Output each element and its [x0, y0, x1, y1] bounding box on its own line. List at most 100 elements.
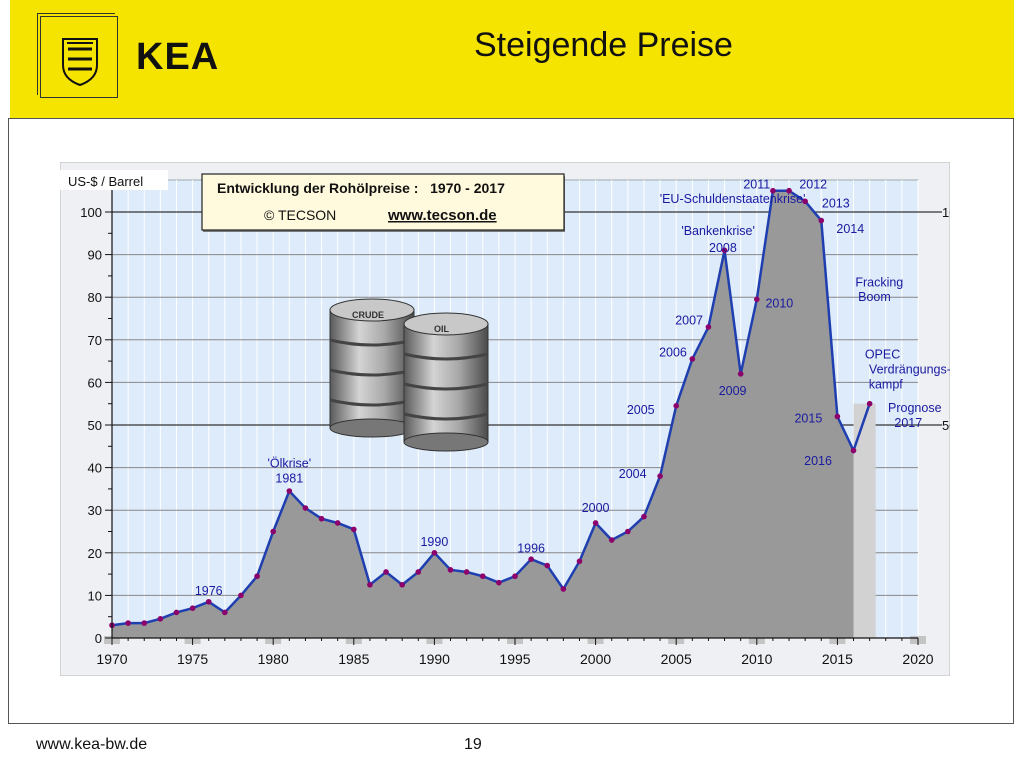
y-tick-label: 50 — [88, 418, 102, 433]
data-point — [479, 573, 486, 580]
annotation-label: 2011 — [743, 177, 770, 191]
data-point — [673, 403, 679, 409]
annotation-label: 2012 — [799, 177, 827, 191]
crude-barrel: CRUDE — [329, 298, 415, 438]
data-point — [657, 473, 663, 479]
x-tick-label: 1995 — [499, 651, 530, 667]
data-point — [351, 526, 357, 533]
y-tick-label: 0 — [95, 631, 102, 646]
annotation-label: Fracking — [855, 275, 903, 289]
right-tick-label: 50 — [942, 418, 950, 433]
x-tick-label: 1975 — [177, 651, 208, 667]
oil-barrels-image: CRUDE OIL — [329, 298, 489, 452]
annotation-label: 1990 — [420, 535, 448, 549]
data-point — [189, 605, 196, 611]
ylabel-box — [60, 170, 168, 190]
annotation-label: 2017 — [894, 416, 922, 430]
y-tick-label: 80 — [88, 290, 102, 305]
x-tick-label: 1970 — [96, 651, 127, 667]
annotations: 'Ölkrise'1981 1976 1990 1996 2000 2004 2005 200… — [195, 177, 950, 598]
data-point — [222, 609, 228, 616]
data-point — [608, 537, 615, 543]
data-point — [834, 413, 841, 420]
footer-url: www.kea-bw.de — [36, 736, 148, 753]
data-markers — [109, 187, 873, 629]
axes: 0 10 20 30 40 50 60 70 80 90 100 50 100 1970 1975 1980 1… — [80, 180, 950, 667]
header-bar — [10, 0, 1014, 118]
price-area — [112, 190, 870, 638]
annotation-label: 2016 — [804, 454, 832, 468]
crude-label: CRUDE — [352, 310, 384, 320]
y-axis-label: US-$ / Barrel — [68, 174, 143, 189]
y-tick-label: 100 — [80, 205, 102, 220]
data-point — [786, 187, 792, 194]
data-point — [737, 371, 744, 377]
data-point — [576, 558, 583, 565]
x-tick-label: 2020 — [902, 651, 933, 667]
annotation-label: 2013 — [822, 196, 850, 210]
x-tick-label: 2010 — [741, 651, 772, 667]
annotation-label: 2014 — [836, 222, 864, 236]
data-point — [125, 620, 131, 626]
data-point — [173, 609, 180, 616]
y-tick-label: 70 — [88, 333, 102, 348]
slide-title: Steigende Preise — [474, 26, 733, 64]
annotation-label: 2015 — [794, 412, 822, 426]
data-point — [399, 581, 405, 588]
data-point — [512, 573, 518, 580]
data-point — [318, 515, 325, 522]
annotation-label: 2010 — [765, 297, 793, 311]
data-point — [270, 528, 276, 535]
annotation-label: Verdrängungs- — [869, 363, 950, 377]
data-point — [141, 620, 148, 626]
y-tick-label: 40 — [88, 461, 102, 476]
annotation-label: 'EU-Schuldenstaatenkrise' — [660, 192, 806, 206]
annotation-label: 'Ölkrise' — [267, 456, 311, 470]
data-point — [625, 528, 631, 535]
x-tick-label: 2005 — [661, 651, 692, 667]
annotation-label: Boom — [858, 290, 891, 304]
data-point — [367, 581, 373, 588]
data-point — [302, 505, 309, 511]
x-tick-label: 2015 — [822, 651, 853, 667]
data-point — [721, 247, 728, 254]
data-point — [802, 198, 808, 205]
annotation-label: 2000 — [582, 501, 610, 515]
annotation-label: 1996 — [517, 542, 545, 556]
data-point — [334, 520, 341, 526]
data-point — [254, 573, 260, 580]
data-point — [431, 550, 438, 556]
data-point — [818, 217, 825, 224]
data-point — [850, 447, 857, 454]
coat-of-arms-icon — [62, 38, 98, 87]
data-point — [496, 579, 502, 586]
annotation-label: 1976 — [195, 584, 223, 598]
data-point — [528, 556, 534, 562]
page-number: 19 — [464, 736, 482, 753]
data-point — [705, 324, 712, 330]
x-tick-label: 1990 — [419, 651, 450, 667]
oil-barrel: OIL — [403, 312, 489, 452]
oil-label: OIL — [434, 324, 450, 334]
annotation-label: 'Bankenkrise' — [681, 224, 755, 238]
data-point — [205, 598, 212, 605]
data-point — [770, 187, 776, 194]
annotation-label: 1981 — [275, 471, 303, 485]
data-point — [157, 616, 164, 622]
x-tick-label: 1980 — [258, 651, 289, 667]
data-point — [866, 400, 873, 407]
annotation-label: 2007 — [675, 314, 703, 328]
annotation-label: 2005 — [627, 403, 655, 417]
data-point — [560, 586, 567, 592]
x-tick-label: 2000 — [580, 651, 611, 667]
oil-price-chart: 0 10 20 30 40 50 60 70 80 90 100 50 100 1970 1975 1980 1… — [60, 162, 950, 676]
chart-source-url: www.tecson.de — [387, 207, 497, 224]
data-point — [415, 569, 422, 575]
data-point — [286, 488, 293, 494]
data-point — [544, 562, 551, 569]
y-tick-label: 10 — [88, 588, 102, 603]
price-line — [111, 189, 871, 627]
data-point — [383, 569, 389, 575]
x-tick-label: 1985 — [338, 651, 369, 667]
y-tick-label: 30 — [88, 503, 102, 518]
